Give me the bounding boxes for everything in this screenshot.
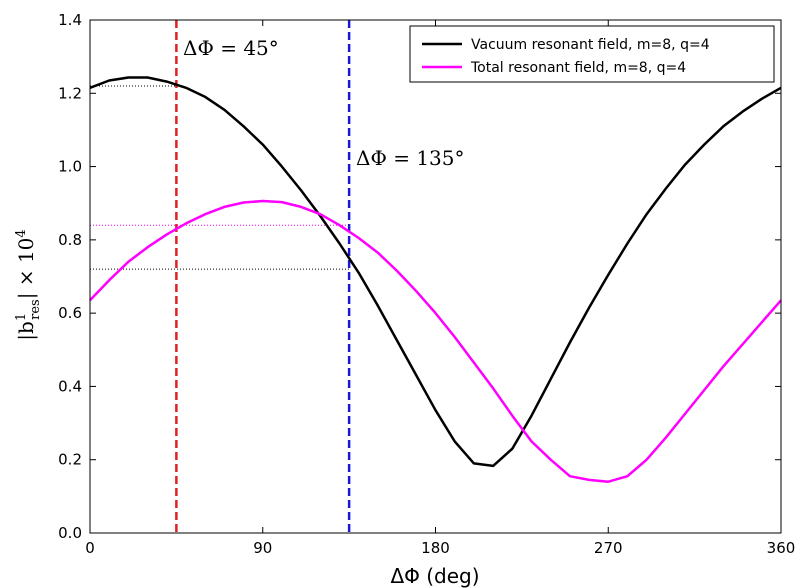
series-line-1	[89, 199, 782, 483]
x-tick-label: 180	[421, 539, 450, 557]
y-tick-label: 1.2	[58, 84, 82, 102]
y-label-base: |b	[14, 321, 39, 341]
y-tick-label: 0.2	[58, 451, 82, 469]
x-tick-label: 360	[767, 539, 796, 557]
y-tick-label: 0.8	[58, 231, 82, 249]
y-tick-label: 0.0	[58, 524, 82, 542]
plot-frame	[89, 19, 782, 534]
legend-label-total: Total resonant field, m=8, q=4	[470, 60, 686, 76]
x-axis-label: ΔΦ (deg)	[390, 564, 479, 588]
y-axis-label: |b1res| × 104	[14, 229, 43, 340]
series-line-0	[89, 76, 782, 468]
legend-label-vacuum: Vacuum resonant field, m=8, q=4	[471, 37, 710, 53]
legend-box	[409, 25, 775, 83]
vline-label-135: ΔΦ = 135°	[356, 146, 465, 170]
reference-lines	[90, 20, 351, 533]
y-label-sub: res	[28, 299, 43, 320]
y-tick-label: 1.0	[58, 158, 82, 176]
legend: Vacuum resonant field, m=8, q=4 Total re…	[409, 25, 775, 83]
y-label-sup: 1	[14, 313, 29, 321]
x-tick-label: 90	[253, 539, 272, 557]
x-tick-label: 0	[85, 539, 95, 557]
vline-label-45: ΔΦ = 45°	[183, 36, 279, 60]
y-tick-label: 1.4	[58, 11, 82, 29]
axis-ticks: 0 90 180 270 360 0.0 0.2 0.4 0.6 0.8 1.0 1.2 1.4	[58, 11, 795, 557]
y-tick-label: 0.6	[58, 304, 82, 322]
y-label-exp: 4	[14, 229, 29, 237]
y-label-tail: | × 10	[14, 238, 39, 300]
series-lines	[89, 76, 782, 483]
x-tick-label: 270	[594, 539, 623, 557]
y-tick-label: 0.4	[58, 377, 82, 395]
